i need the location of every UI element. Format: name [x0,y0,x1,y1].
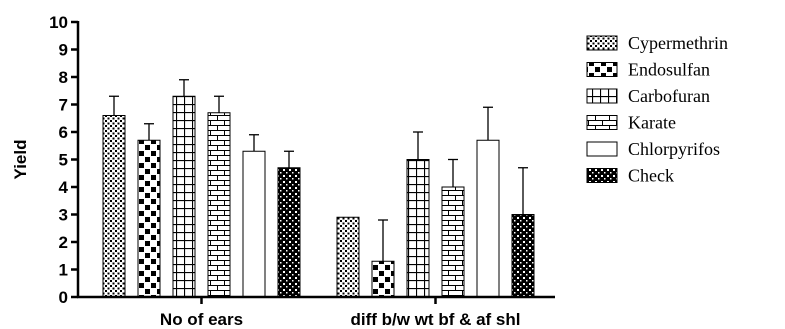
y-tick-label: 6 [59,123,68,142]
bar [406,159,430,298]
bar [511,214,535,298]
legend-swatch [586,141,618,157]
y-tick-label: 0 [59,288,68,307]
legend-item: Cypermethrin [586,33,728,53]
y-tick-label: 9 [59,41,68,60]
bar-group [102,79,301,298]
legend-swatch [586,62,618,77]
legend-label: Karate [628,113,676,133]
bar [371,260,395,298]
y-tick-label: 4 [59,178,69,197]
bar [102,115,126,298]
y-tick-label: 7 [59,96,68,115]
y-axis-title: Yield [11,140,30,180]
legend-swatch [586,88,618,104]
bar [242,150,266,298]
bar-group [336,106,535,298]
legend-label: Chlorpyrifos [628,139,720,159]
bars [102,79,535,298]
legend-label: Check [628,166,674,186]
legend-swatch [586,35,618,51]
bar [476,139,500,298]
bar [441,186,465,298]
legend-label: Cypermethrin [628,33,728,53]
bar [137,139,161,298]
legend-item: Chlorpyrifos [586,139,720,159]
y-tick-label: 1 [59,261,68,280]
y-tick-label: 2 [59,233,68,252]
legend-label: Carbofuran [628,86,710,106]
y-tick-label: 5 [59,151,68,170]
legend: Cypermethrin Endosulfan Carbofuran Karate Ch… [586,33,728,186]
x-tick-label: diff b/w wt bf & af shl [351,310,521,329]
y-tick-label: 8 [59,68,68,87]
x-axis: No of ears diff b/w wt bf & af shl [77,295,555,329]
legend-item: Check [586,166,674,186]
legend-item: Karate [586,113,676,133]
legend-item: Carbofuran [586,86,710,106]
bar [336,216,360,298]
y-tick-label: 10 [49,13,68,32]
legend-swatch [586,115,618,130]
y-axis: 0 1 2 3 4 5 6 7 8 9 10 Yield [11,13,80,307]
bar [277,167,301,298]
bar [172,95,196,298]
legend-item: Endosulfan [586,60,710,80]
legend-label: Endosulfan [628,60,710,80]
y-tick-label: 3 [59,206,68,225]
legend-swatch [586,168,618,183]
bar [207,112,231,298]
x-tick-label: No of ears [160,310,243,329]
